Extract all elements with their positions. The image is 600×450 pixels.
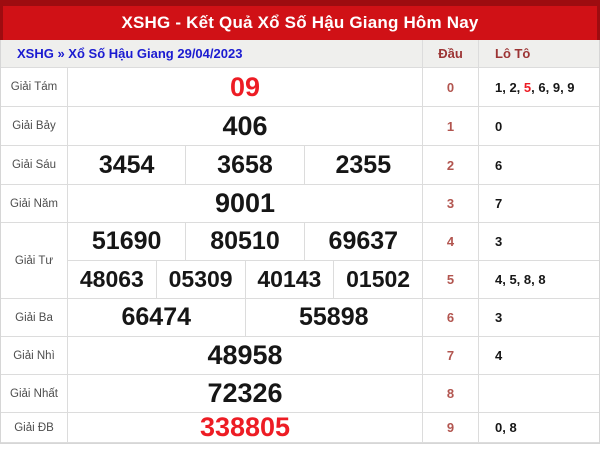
prize-number-special: 338805 [199,412,291,442]
loto-values-0: 1, 2, 5, 6, 9, 9 [479,68,599,107]
prize-numbers-giai-nhi: 48958 [68,337,423,375]
prize-number: 48958 [207,340,283,370]
loto-segment: , 6, 9, 9 [531,79,575,95]
prize-number: 3658 [186,146,305,184]
prize-label-giai-nhi: Giải Nhì [1,337,68,375]
loto-values-8 [479,375,599,413]
loto-values-5: 4, 5, 8, 8 [479,261,599,299]
results-table: XSHG » Xổ Số Hậu Giang 29/04/2023 Đầu Lô… [0,40,600,444]
title-bar: XSHG - Kết Quả Xổ Số Hậu Giang Hôm Nay [0,0,600,40]
prize-number: 48063 [68,261,157,298]
prize-label-giai-tu: Giải Tư [1,223,68,299]
prize-label-giai-sau: Giải Sáu [1,146,68,185]
prize-numbers-giai-ba: 66474 55898 [68,299,423,337]
breadcrumb: XSHG » Xổ Số Hậu Giang 29/04/2023 [1,40,423,68]
prize-number: 69637 [328,227,399,255]
dau-digit-6: 6 [423,299,479,337]
prize-number: 66474 [68,299,246,336]
loto-values-3: 7 [479,185,599,223]
prize-number: 09 [229,71,261,102]
prize-numbers-giai-tu-line2: 48063 05309 40143 01502 [68,261,423,299]
prize-number: 05309 [157,261,246,298]
loto-values-7: 4 [479,337,599,375]
dau-digit-3: 3 [423,185,479,223]
dau-digit-4: 4 [423,223,479,261]
dau-digit-1: 1 [423,107,479,146]
prize-numbers-giai-tu-line1: 51690 80510 69637 [68,223,423,261]
loto-segment: 1, 2, [495,79,524,95]
loto-segment-highlighted: 5 [523,79,532,95]
prize-numbers-giai-nhat: 72326 [68,375,423,413]
dau-digit-7: 7 [423,337,479,375]
prize-label-giai-nam: Giải Năm [1,185,68,223]
prize-number: 40143 [246,261,335,298]
page-title: XSHG - Kết Quả Xổ Số Hậu Giang Hôm Nay [121,13,479,32]
prize-label-giai-db: Giải ĐB [1,413,68,443]
dau-digit-8: 8 [423,375,479,413]
prize-number: 55898 [298,303,369,331]
loto-values-9: 0, 8 [479,413,599,443]
prize-numbers-giai-sau: 3454 3658 2355 [68,146,423,185]
loto-values-2: 6 [479,146,599,185]
loto-values-4: 3 [479,223,599,261]
dau-digit-2: 2 [423,146,479,185]
prize-label-giai-tam: Giải Tám [1,68,68,107]
prize-numbers-giai-bay: 406 [68,107,423,146]
prize-number: 01502 [346,266,411,292]
loto-values-1: 0 [479,107,599,146]
prize-numbers-giai-db: 338805 [68,412,423,443]
dau-digit-9: 9 [423,413,479,443]
prize-numbers-giai-tam: 09 [68,68,423,107]
loto-values-6: 3 [479,299,599,337]
prize-number: 406 [222,110,268,141]
prize-number: 2355 [335,150,392,179]
prize-numbers-giai-nam: 9001 [68,185,423,223]
prize-number: 80510 [186,223,305,260]
prize-number: 9001 [214,188,276,218]
prize-label-giai-bay: Giải Bảy [1,107,68,146]
prize-label-giai-ba: Giải Ba [1,299,68,337]
breadcrumb-link[interactable]: XSHG » Xổ Số Hậu Giang 29/04/2023 [17,46,243,61]
prize-number: 3454 [68,146,187,184]
dau-digit-5: 5 [423,261,479,299]
prize-number: 72326 [207,378,283,408]
column-header-loto: Lô Tô [479,40,599,68]
dau-digit-0: 0 [423,68,479,107]
column-header-dau: Đầu [423,40,479,68]
prize-label-giai-nhat: Giải Nhất [1,375,68,413]
prize-number: 51690 [68,223,187,260]
